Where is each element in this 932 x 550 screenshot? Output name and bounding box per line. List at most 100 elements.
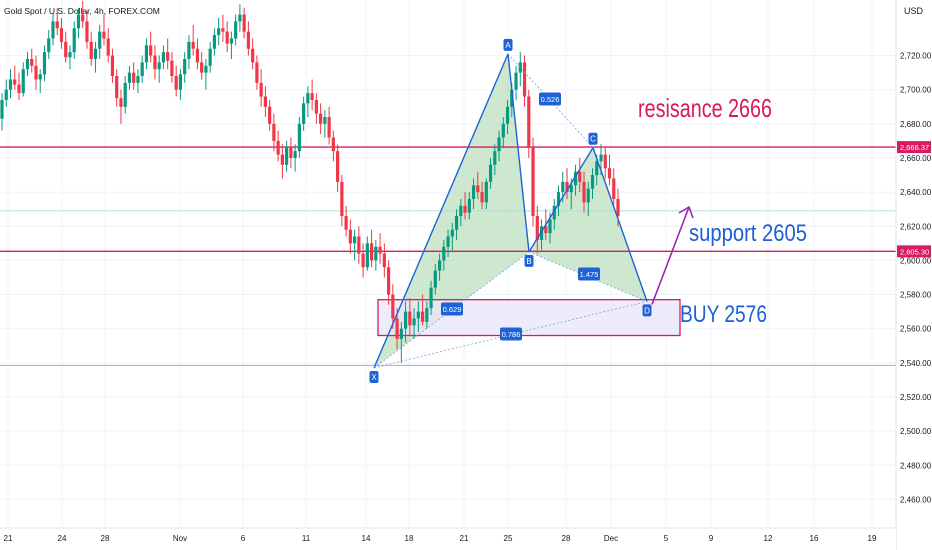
x-tick-label: 28: [562, 534, 571, 543]
candle-body: [234, 21, 238, 39]
candle-body: [374, 246, 378, 261]
candle-body: [246, 31, 250, 49]
candle-body: [446, 236, 450, 247]
candle-body: [161, 52, 166, 63]
pattern-point-marker-c: [588, 132, 598, 145]
candle-body: [412, 318, 416, 326]
x-axis-tick-labels: 21 24 28 Nov 6 11 14 18 21 25 28 Dec 5 9 12 16 19: [4, 534, 877, 543]
candle-body: [4, 89, 8, 100]
candle-body: [357, 236, 361, 254]
candle-body: [238, 14, 242, 22]
candle-body: [353, 236, 357, 244]
candle-body: [204, 65, 208, 73]
x-tick-label: 24: [58, 534, 67, 543]
candle-body: [454, 216, 459, 230]
chart-symbol-title: Gold Spot / U.S. Dollar, 4h, FOREX.COM: [4, 6, 160, 16]
candle-body: [0, 99, 4, 119]
candle-body: [195, 48, 200, 63]
ratio-badge: [500, 327, 522, 341]
candle-body: [348, 229, 352, 244]
candle-body: [272, 123, 276, 141]
candle-body: [433, 270, 437, 288]
time-axis-panel: [0, 528, 896, 550]
x-tick-label: 11: [302, 534, 311, 543]
ratio-badge: [539, 92, 561, 106]
candle-body: [34, 65, 38, 80]
x-tick-label: 21: [460, 534, 469, 543]
candle-body: [306, 93, 310, 104]
candle-body: [280, 154, 284, 165]
candle-body: [531, 147, 535, 217]
candle-body: [93, 48, 98, 59]
pattern-point-label: A: [505, 41, 511, 50]
candle-body: [225, 31, 229, 44]
candle-body: [310, 93, 314, 100]
candle-body: [578, 171, 582, 182]
candle-body: [505, 106, 510, 124]
candle-body: [297, 123, 301, 152]
candle-body: [17, 84, 21, 94]
pattern-leg-cd: [592, 147, 648, 302]
candle-body: [144, 45, 149, 63]
y-tick-label: 2,500.00: [900, 427, 932, 436]
candle-body: [539, 226, 544, 240]
candle-body: [459, 205, 463, 217]
candle-body: [47, 38, 51, 53]
candle-body: [336, 151, 340, 182]
pattern-leg-xa: [373, 53, 509, 369]
candle-body: [187, 41, 191, 59]
candle-body: [13, 79, 17, 85]
candle-body: [106, 38, 110, 56]
candle-body: [166, 52, 170, 61]
candle-body: [327, 117, 331, 138]
x-tick-label: 12: [764, 534, 773, 543]
ratio-badge: [578, 267, 600, 281]
candle-body: [59, 28, 64, 42]
projection-arrow-shaft: [651, 206, 690, 305]
price-tags: 2,666.37 2,605.30: [897, 141, 931, 258]
y-tick-label: 2,560.00: [900, 325, 932, 334]
candle-body: [174, 76, 178, 90]
candle-body: [110, 55, 115, 77]
candle-body: [399, 328, 403, 339]
candle-body: [276, 140, 280, 155]
candle-body: [365, 243, 369, 268]
ratio-label: 1.475: [580, 270, 599, 279]
candle-body: [420, 311, 425, 322]
candle-body: [285, 147, 289, 165]
candle-body: [38, 74, 42, 80]
candle-body: [115, 76, 119, 99]
candle-body: [217, 28, 221, 36]
candle-body: [51, 21, 55, 39]
candle-body: [200, 62, 204, 73]
pattern-point-label: B: [526, 257, 531, 266]
candle-body: [467, 198, 471, 213]
candle-body: [319, 113, 323, 124]
x-tick-label: 14: [362, 534, 371, 543]
candle-body: [403, 311, 408, 329]
candle-body: [582, 181, 586, 203]
candle-body: [208, 48, 212, 66]
candle-body: [607, 168, 612, 179]
candle-body: [408, 311, 412, 326]
candle-body: [395, 318, 399, 339]
candle-body: [603, 154, 607, 169]
candle-body: [140, 62, 144, 77]
harmonic-pattern-lines: X A B C D 0.526 1.475 0.629 0.786: [369, 38, 652, 383]
projection-arrow: [651, 205, 694, 305]
price-tag-badge: [897, 245, 931, 258]
candle-body: [522, 62, 527, 97]
candle-body: [527, 96, 531, 148]
candle-body: [471, 185, 476, 199]
candle-body: [501, 123, 505, 138]
candlestick-series: [0, 0, 620, 363]
candle-body: [98, 31, 102, 49]
x-tick-label: 9: [709, 534, 714, 543]
grid-lines: [0, 0, 896, 528]
pattern-leg-bc: [528, 147, 594, 253]
candle-body: [323, 117, 327, 124]
ratio-label: 0.629: [443, 305, 462, 314]
x-tick-label: Nov: [173, 534, 187, 543]
candle-body: [302, 103, 306, 124]
